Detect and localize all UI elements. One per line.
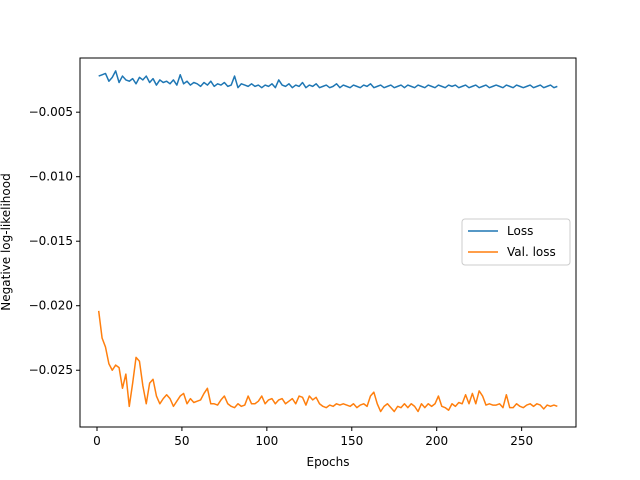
y-tick-label: −0.020 bbox=[29, 299, 73, 313]
series-line-loss bbox=[98, 70, 558, 89]
x-tick-label: 100 bbox=[255, 434, 278, 448]
legend-label-val-loss: Val. loss bbox=[507, 245, 556, 259]
x-tick-label: 50 bbox=[174, 434, 189, 448]
x-axis-label: Epochs bbox=[307, 455, 350, 469]
y-tick-label: −0.010 bbox=[29, 170, 73, 184]
x-tick-label: 200 bbox=[425, 434, 448, 448]
x-axis: 0 50 100 150 200 250 bbox=[93, 427, 533, 448]
y-tick-label: −0.005 bbox=[29, 105, 73, 119]
series-line-val-loss bbox=[97, 310, 558, 413]
y-axis: −0.005 −0.010 −0.015 −0.020 −0.025 bbox=[29, 105, 80, 377]
x-tick-label: 250 bbox=[510, 434, 533, 448]
plot-frame bbox=[79, 57, 577, 428]
y-tick-label: −0.015 bbox=[29, 234, 73, 248]
y-axis-label: Negative log-likelihood bbox=[0, 173, 13, 310]
x-tick-label: 150 bbox=[340, 434, 363, 448]
legend: Loss Val. loss bbox=[461, 218, 571, 266]
x-tick-label: 0 bbox=[93, 434, 101, 448]
legend-label-loss: Loss bbox=[507, 224, 533, 238]
plot-area bbox=[97, 70, 558, 413]
y-tick-label: −0.025 bbox=[29, 363, 73, 377]
